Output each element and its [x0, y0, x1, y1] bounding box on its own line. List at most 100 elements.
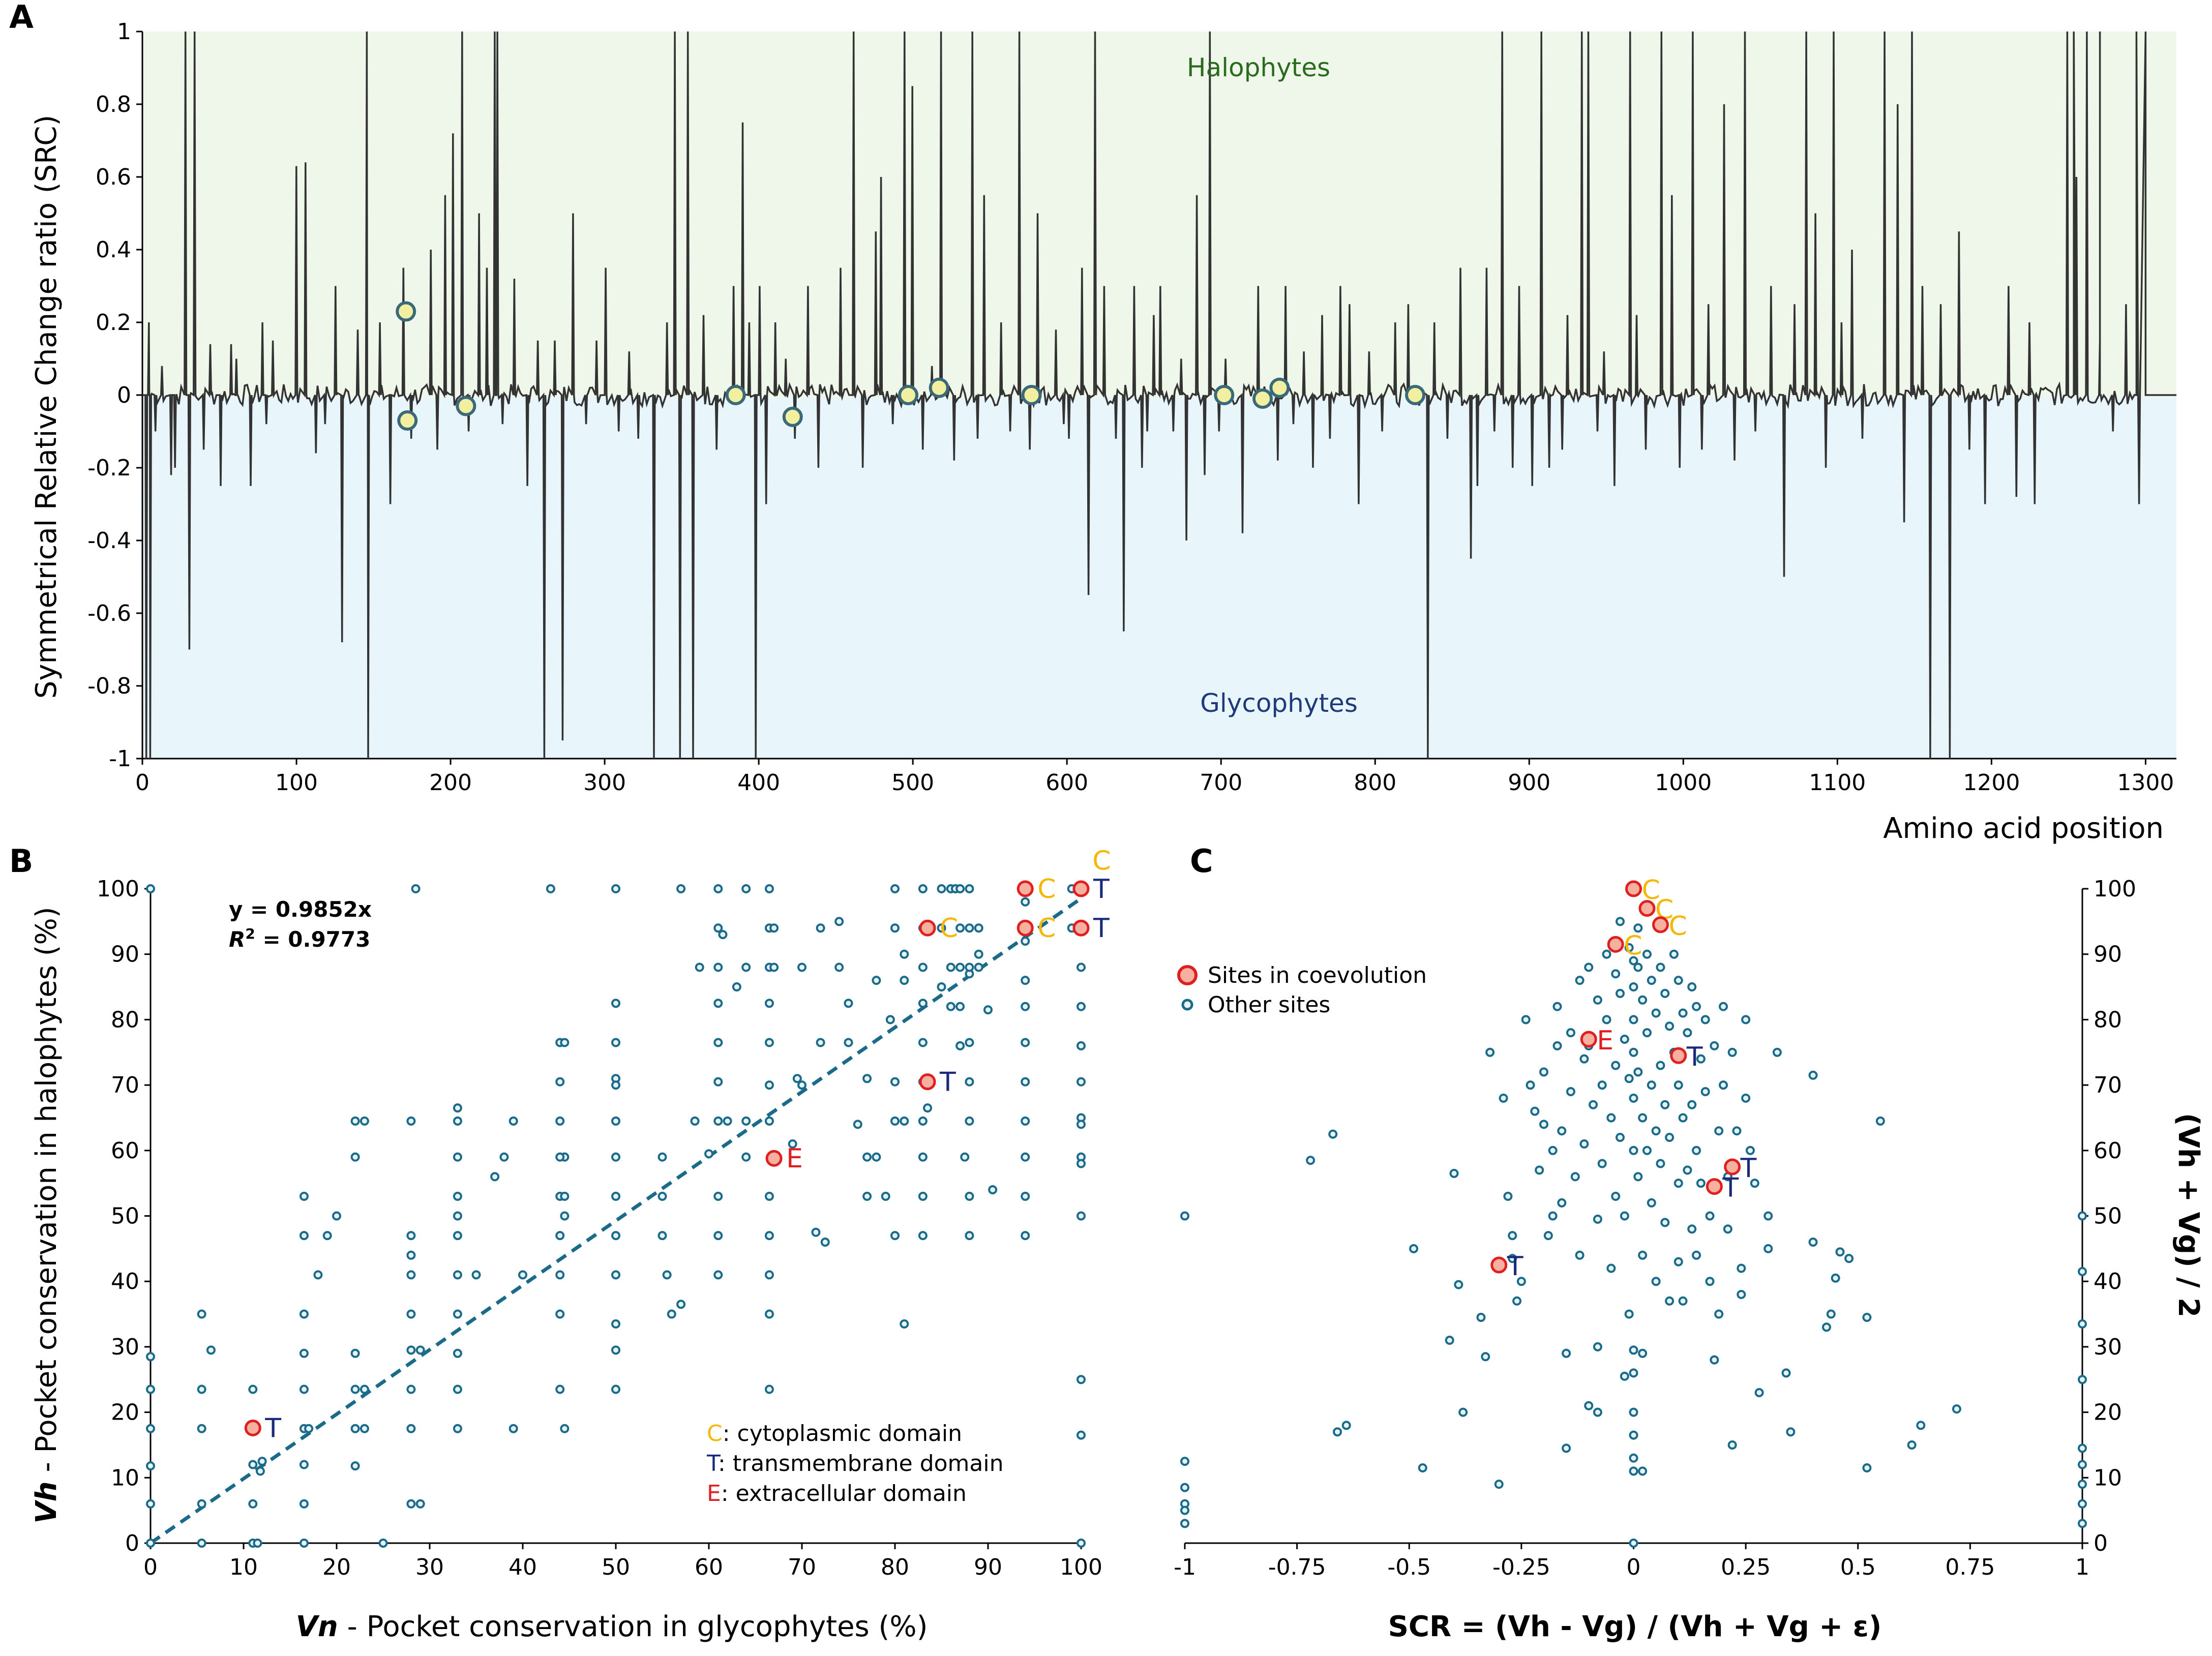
b-other-site — [406, 1231, 416, 1241]
panel-b: B 0 10 20 30 40 50 60 70 80 90 100 0 10 20 30 40 50 60 70… — [9, 842, 1111, 1643]
c-other-site — [1692, 1250, 1701, 1260]
c-coevolution-site — [1490, 1256, 1508, 1274]
c-other-site — [1763, 1211, 1773, 1221]
b-other-site — [248, 1499, 258, 1509]
b-y-tick-label: 100 — [97, 876, 139, 902]
a-y-ticks: -1 -0.8 -0.6 -0.4 -0.2 0 0.2 0.4 0.6 0.8 1 — [87, 19, 142, 772]
b-other-site — [713, 884, 723, 893]
c-other-site — [2078, 1460, 2087, 1469]
c-y-tick-label: 70 — [2094, 1072, 2122, 1098]
c-other-site — [1862, 1312, 1872, 1322]
a-highlighted-points — [396, 301, 1426, 431]
a-highlight-point — [929, 377, 949, 398]
c-other-site — [1548, 1211, 1558, 1221]
c-x-tick-label: -0.75 — [1268, 1554, 1326, 1580]
c-other-site — [1526, 1080, 1535, 1090]
c-other-site — [1638, 1113, 1648, 1123]
c-y-tick-label: 80 — [2094, 1007, 2122, 1033]
b-other-site — [560, 1211, 570, 1221]
b-other-site — [937, 982, 946, 992]
b-other-site — [965, 1231, 974, 1241]
c-other-site — [1620, 1371, 1629, 1381]
b-other-site — [764, 884, 774, 893]
c-other-site — [1710, 1355, 1719, 1365]
b-coevolution-site — [244, 1419, 261, 1436]
c-other-site — [1678, 1113, 1688, 1123]
b-other-site — [146, 884, 155, 893]
c-other-site — [1633, 1172, 1643, 1182]
c-other-site — [1593, 995, 1602, 1005]
a-y-tick-label: 0.4 — [96, 237, 131, 263]
c-other-site — [1741, 1093, 1751, 1103]
b-other-site — [197, 1384, 206, 1394]
a-highlight-point — [396, 301, 416, 322]
b-other-site — [662, 1270, 672, 1280]
a-y-tick-label: -0.2 — [87, 455, 131, 481]
c-other-site — [2078, 1319, 2087, 1329]
b-other-site — [797, 962, 806, 972]
c-other-site — [2078, 1375, 2087, 1384]
b-other-site — [923, 1103, 933, 1113]
c-other-site — [1589, 1100, 1598, 1109]
b-other-site — [955, 1002, 965, 1011]
b-other-site — [453, 1270, 462, 1280]
b-other-site — [560, 1424, 570, 1433]
c-other-site — [1180, 1457, 1189, 1466]
c-other-site — [1476, 1312, 1486, 1322]
c-y-tick-label: 100 — [2094, 876, 2136, 902]
a-x-tick-label: 400 — [737, 770, 780, 796]
c-other-site — [1552, 1002, 1562, 1011]
c-other-site — [1445, 1336, 1454, 1345]
b-other-site — [918, 1152, 928, 1162]
b-other-site — [764, 999, 774, 1008]
b-other-site — [764, 1080, 774, 1090]
b-other-site — [890, 884, 900, 893]
legend-other-marker — [1181, 999, 1193, 1011]
a-highlight-point — [456, 396, 476, 416]
c-other-site — [1508, 1254, 1517, 1263]
c-other-site — [1629, 1345, 1638, 1355]
b-site-domain-label: E — [786, 1143, 803, 1174]
c-other-site — [1907, 1440, 1917, 1450]
a-y-tick-label: 1 — [117, 19, 131, 45]
c-other-site — [1647, 976, 1656, 985]
b-other-site — [667, 1309, 676, 1319]
b-other-site — [406, 1384, 416, 1394]
c-other-site — [1660, 1218, 1670, 1227]
c-other-site — [1678, 1296, 1688, 1306]
b-other-site — [872, 976, 881, 985]
b-other-site — [406, 1270, 416, 1280]
c-other-site — [1727, 1440, 1737, 1450]
b-other-site — [453, 1309, 462, 1319]
b-other-site — [350, 1384, 360, 1394]
b-other-site — [611, 1384, 620, 1394]
b-other-site — [900, 949, 909, 959]
c-other-site — [1180, 1506, 1189, 1515]
c-other-site — [1638, 1348, 1648, 1358]
b-other-site — [378, 1539, 388, 1548]
c-coevolution-site — [1652, 916, 1669, 934]
a-highlight-point — [1021, 385, 1042, 405]
b-other-site — [862, 1074, 872, 1083]
c-site-domain-label: C — [1668, 911, 1687, 942]
a-highlight-point — [1405, 385, 1426, 405]
b-other-site — [611, 1270, 620, 1280]
b-site-domain-label: C — [1037, 874, 1056, 905]
b-coevolution-site — [1072, 919, 1090, 937]
b-other-site — [406, 1345, 416, 1355]
b-other-site — [918, 1038, 928, 1047]
b-other-site — [322, 1231, 332, 1241]
c-other-site — [1629, 1146, 1638, 1155]
b-other-site — [299, 1539, 309, 1548]
panel-c-letter: C — [1190, 842, 1213, 880]
c-other-site — [1638, 1466, 1648, 1476]
c-other-site — [1633, 923, 1643, 933]
c-other-site — [1579, 1054, 1589, 1064]
legend-extracellular: E: extracellular domain — [707, 1481, 967, 1507]
c-other-site — [1611, 969, 1621, 979]
c-site-domain-label: T — [1722, 1173, 1739, 1203]
b-other-site — [299, 1231, 309, 1241]
b-x-tick-label: 30 — [415, 1554, 444, 1580]
a-x-tick-label: 300 — [583, 770, 626, 796]
